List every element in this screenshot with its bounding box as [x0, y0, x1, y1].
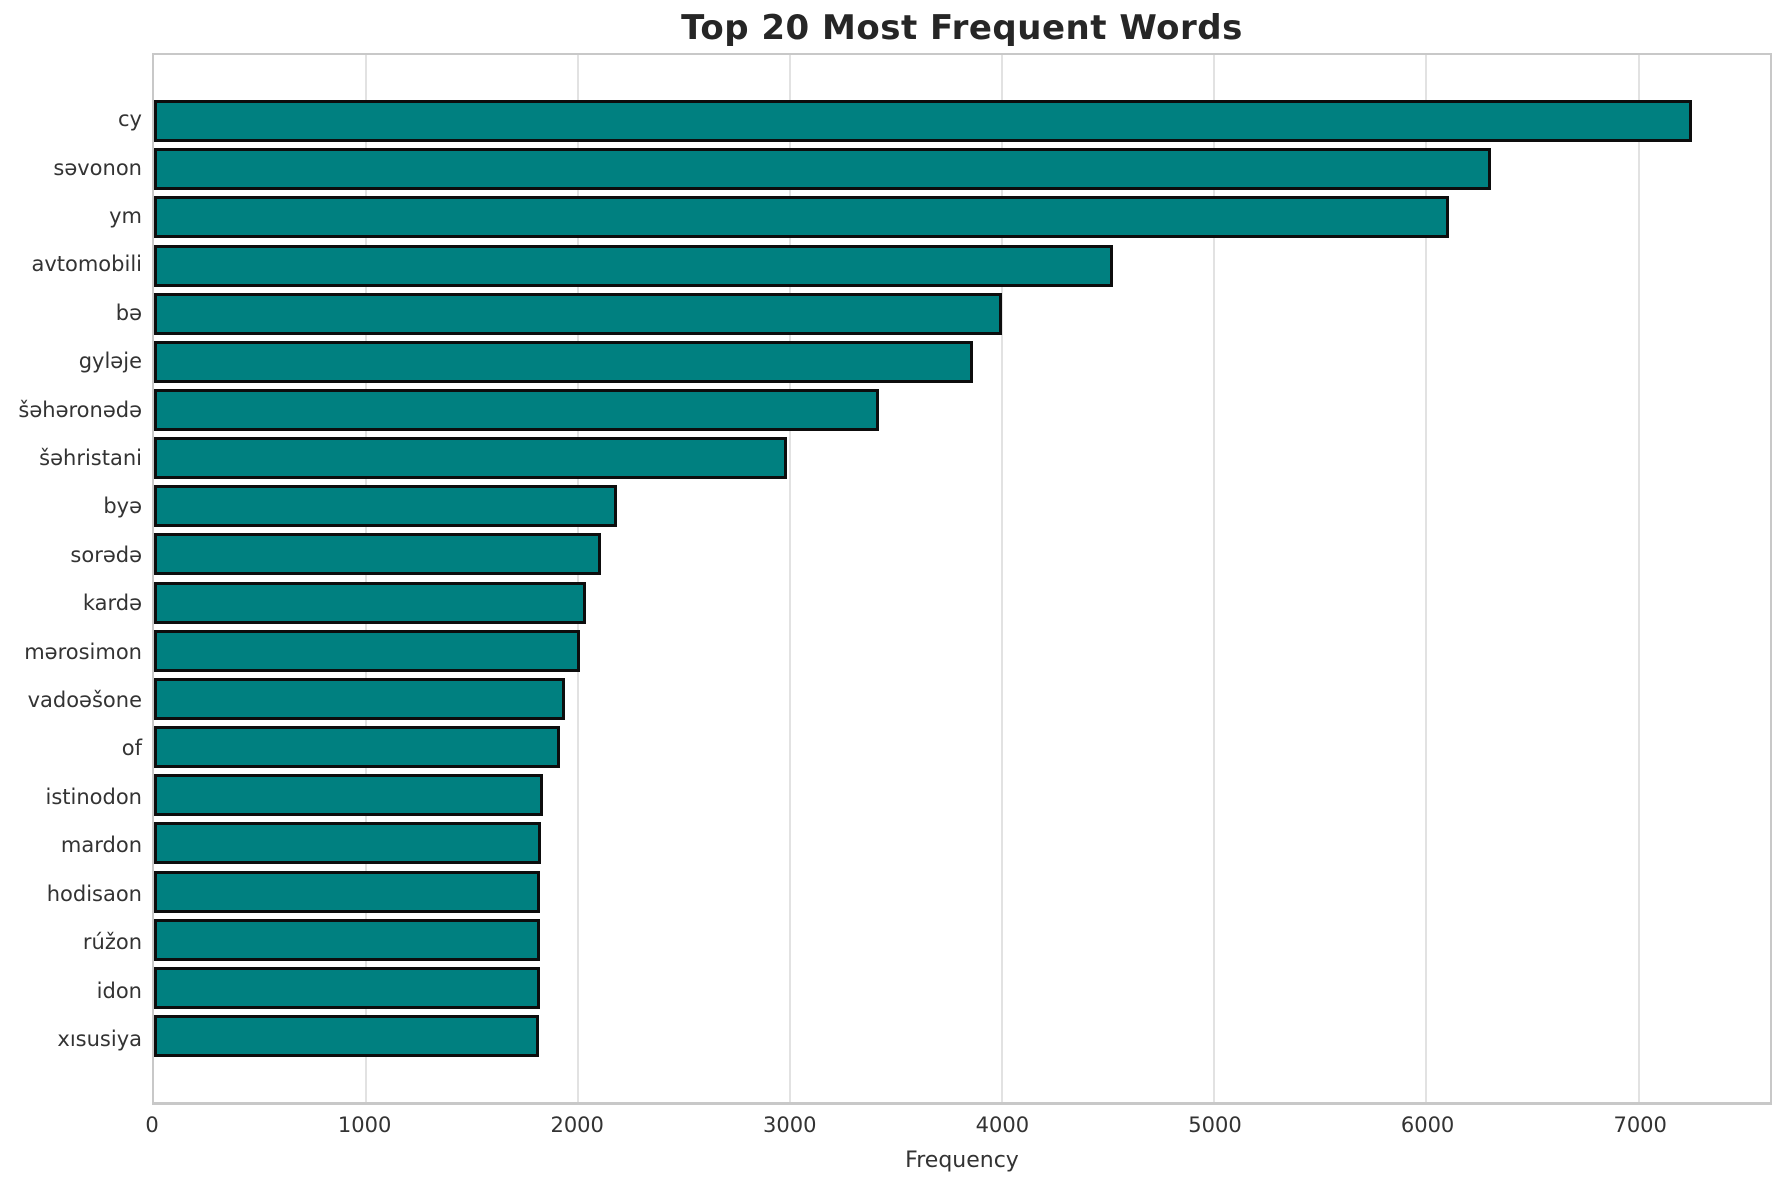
bar-row	[154, 579, 1770, 627]
y-axis-labels: cy səvonon ym avtomobili bə gyləje šəhəronədə š…	[0, 95, 142, 1063]
bar-hodisaon	[154, 870, 541, 913]
y-tick-label: šəhəronədə	[18, 397, 142, 422]
y-tick-label: səvonon	[53, 155, 142, 180]
y-tick-label: kardə	[82, 591, 142, 616]
gridline-3000	[789, 55, 792, 1102]
y-tick-label: idon	[96, 978, 142, 1003]
bar-sorədə	[154, 533, 602, 576]
bar-row	[154, 1012, 1770, 1060]
bar-of	[154, 726, 561, 769]
bar-row	[154, 530, 1770, 578]
bar-kardə	[154, 581, 586, 624]
y-tick-label: šəhristani	[39, 446, 142, 471]
bar-row	[154, 916, 1770, 964]
bar-row	[154, 290, 1770, 338]
bar-row	[154, 868, 1770, 916]
x-tick-label-5000: 5000	[1188, 1113, 1242, 1137]
gridline-5000	[1213, 55, 1216, 1102]
bar-row	[154, 338, 1770, 386]
chart-title: Top 20 Most Frequent Words	[681, 8, 1243, 48]
y-tick-label: mardon	[60, 833, 142, 858]
bar-row	[154, 145, 1770, 193]
x-tick-label-6000: 6000	[1400, 1113, 1455, 1137]
plot-area	[152, 53, 1772, 1105]
y-tick-label: vadoəšone	[27, 688, 142, 713]
y-tick-label: mərosimon	[24, 639, 142, 664]
y-tick-label: avtomobili	[31, 252, 142, 277]
x-tick-label-7000: 7000	[1613, 1113, 1667, 1137]
x-axis-title: Frequency	[905, 1148, 1019, 1173]
bar-row	[154, 723, 1770, 771]
bar-avtomobili	[154, 244, 1113, 287]
y-tick-label: xısusiya	[57, 1026, 142, 1051]
bar-vadoəšone	[154, 677, 566, 720]
bar-byə	[154, 485, 618, 528]
y-tick-label: sorədə	[70, 542, 142, 567]
y-tick-label: cy	[118, 107, 142, 132]
y-tick-label: istinodon	[45, 784, 143, 809]
gridline-1000	[365, 55, 368, 1102]
x-axis-ticks: 0 1000 2000 3000 4000 5000 6000 7000	[0, 1113, 1785, 1145]
bar-row	[154, 819, 1770, 867]
y-tick-label: hodisaon	[46, 881, 142, 906]
x-tick-label-2000: 2000	[550, 1113, 604, 1137]
gridlines	[154, 55, 1770, 1102]
bar-xısusiya	[154, 1015, 539, 1058]
x-tick-label-1000: 1000	[337, 1113, 392, 1137]
bar-cy	[154, 100, 1692, 143]
gridline-2000	[577, 55, 580, 1102]
x-tick-label-4000: 4000	[975, 1113, 1030, 1137]
gridline-4000	[1001, 55, 1004, 1102]
bar-idon	[154, 966, 540, 1009]
bar-row	[154, 771, 1770, 819]
y-tick-label: gyləje	[78, 349, 142, 374]
y-tick-label: byə	[103, 494, 142, 519]
bar-mardon	[154, 822, 542, 865]
bar-ym	[154, 196, 1449, 239]
bar-istinodon	[154, 774, 544, 817]
y-tick-label: ym	[109, 204, 142, 229]
bar-row	[154, 627, 1770, 675]
bar-row	[154, 386, 1770, 434]
bar-bə	[154, 292, 1003, 335]
bar-mərosimon	[154, 629, 581, 672]
y-tick-label: rúžon	[82, 930, 142, 955]
bar-row	[154, 675, 1770, 723]
bar-səvonon	[154, 148, 1492, 191]
bar-row	[154, 193, 1770, 241]
y-tick-label: bə	[115, 300, 142, 325]
bar-rúžon	[154, 918, 540, 961]
bar-row	[154, 964, 1770, 1012]
bar-row	[154, 241, 1770, 289]
gridline-7000	[1637, 55, 1640, 1102]
bar-gyləje	[154, 340, 973, 383]
bar-šəhəronədə	[154, 389, 880, 432]
bar-row	[154, 434, 1770, 482]
bars-container	[154, 97, 1770, 1060]
x-tick-label-3000: 3000	[763, 1113, 817, 1137]
bar-šəhristani	[154, 437, 788, 480]
y-tick-label: of	[121, 736, 142, 761]
gridline-6000	[1425, 55, 1428, 1102]
bar-row	[154, 97, 1770, 145]
bar-row	[154, 482, 1770, 530]
x-tick-label-0: 0	[145, 1113, 159, 1137]
